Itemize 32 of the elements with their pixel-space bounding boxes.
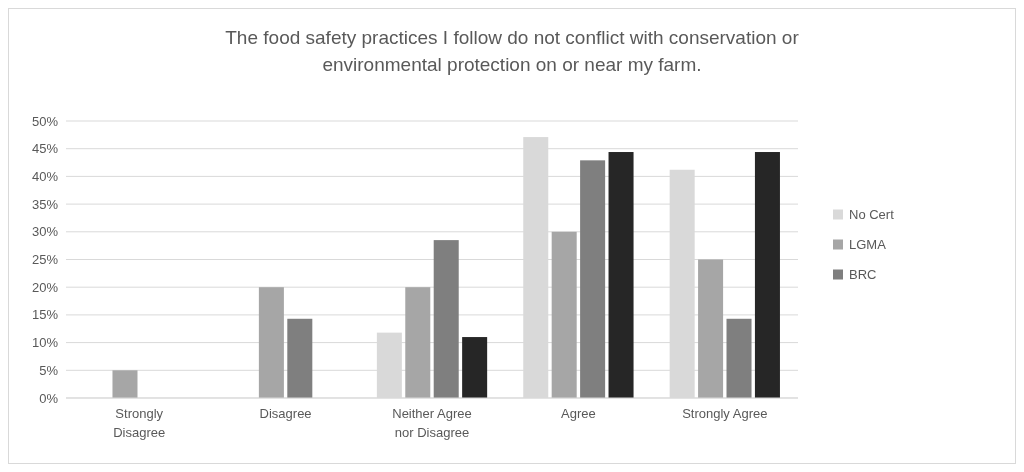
bar bbox=[405, 287, 431, 398]
bar bbox=[698, 259, 724, 398]
bar bbox=[754, 152, 780, 398]
bar bbox=[551, 231, 577, 398]
y-tick-label: 20% bbox=[31, 279, 59, 295]
y-tick-label: 5% bbox=[39, 362, 59, 378]
y-tick-label: 30% bbox=[31, 224, 59, 240]
legend-label: BRC bbox=[849, 267, 877, 283]
bar bbox=[580, 160, 606, 398]
legend-label: LGMA bbox=[849, 237, 887, 253]
y-tick-label: 40% bbox=[31, 168, 59, 184]
bar bbox=[112, 370, 138, 398]
bar bbox=[608, 152, 634, 398]
x-tick-label: Strongly Disagree bbox=[113, 406, 166, 440]
y-tick-label: 50% bbox=[31, 113, 59, 129]
y-tick-label: 10% bbox=[31, 335, 59, 351]
y-tick-label: 0% bbox=[39, 390, 59, 406]
bar bbox=[433, 240, 459, 398]
bar bbox=[258, 287, 284, 398]
y-tick-label: 35% bbox=[31, 196, 59, 212]
x-tick-label: Disagree bbox=[259, 406, 312, 421]
y-tick-label: 15% bbox=[31, 307, 59, 323]
x-tick-label: Agree bbox=[561, 406, 596, 421]
chart-title: The food safety practices I follow do not conflict with conservation or environmental protection on or near my farm. bbox=[225, 27, 800, 75]
y-tick-label: 25% bbox=[31, 252, 59, 268]
y-tick-label: 45% bbox=[31, 141, 59, 157]
bar bbox=[726, 318, 752, 398]
x-tick-label: Neither Agree nor Disagree bbox=[392, 406, 472, 440]
x-tick-label: Strongly Agree bbox=[682, 406, 768, 421]
legend-label: No Cert bbox=[849, 207, 895, 223]
bar bbox=[287, 318, 313, 398]
bar bbox=[462, 337, 488, 398]
